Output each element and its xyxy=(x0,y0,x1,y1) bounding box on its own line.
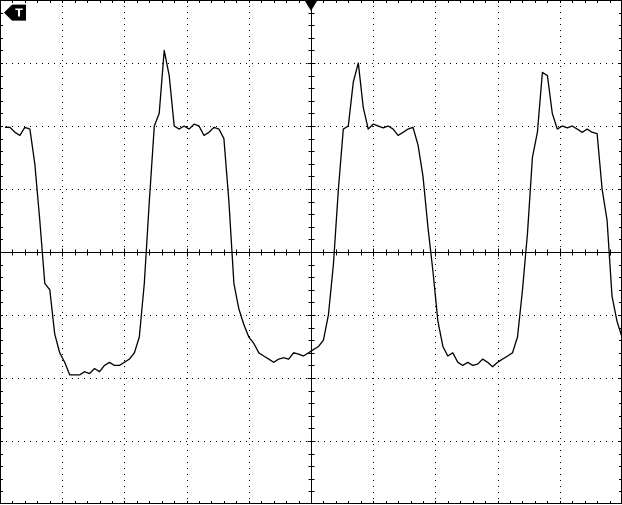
waveform-trace xyxy=(5,49,622,376)
scope-markers: T xyxy=(4,1,317,21)
trigger-level-arrow-shape xyxy=(4,4,26,21)
trigger-level-arrow-icon: T xyxy=(4,4,26,21)
trigger-level-label: T xyxy=(15,7,23,20)
trigger-position-marker-icon xyxy=(305,1,317,11)
